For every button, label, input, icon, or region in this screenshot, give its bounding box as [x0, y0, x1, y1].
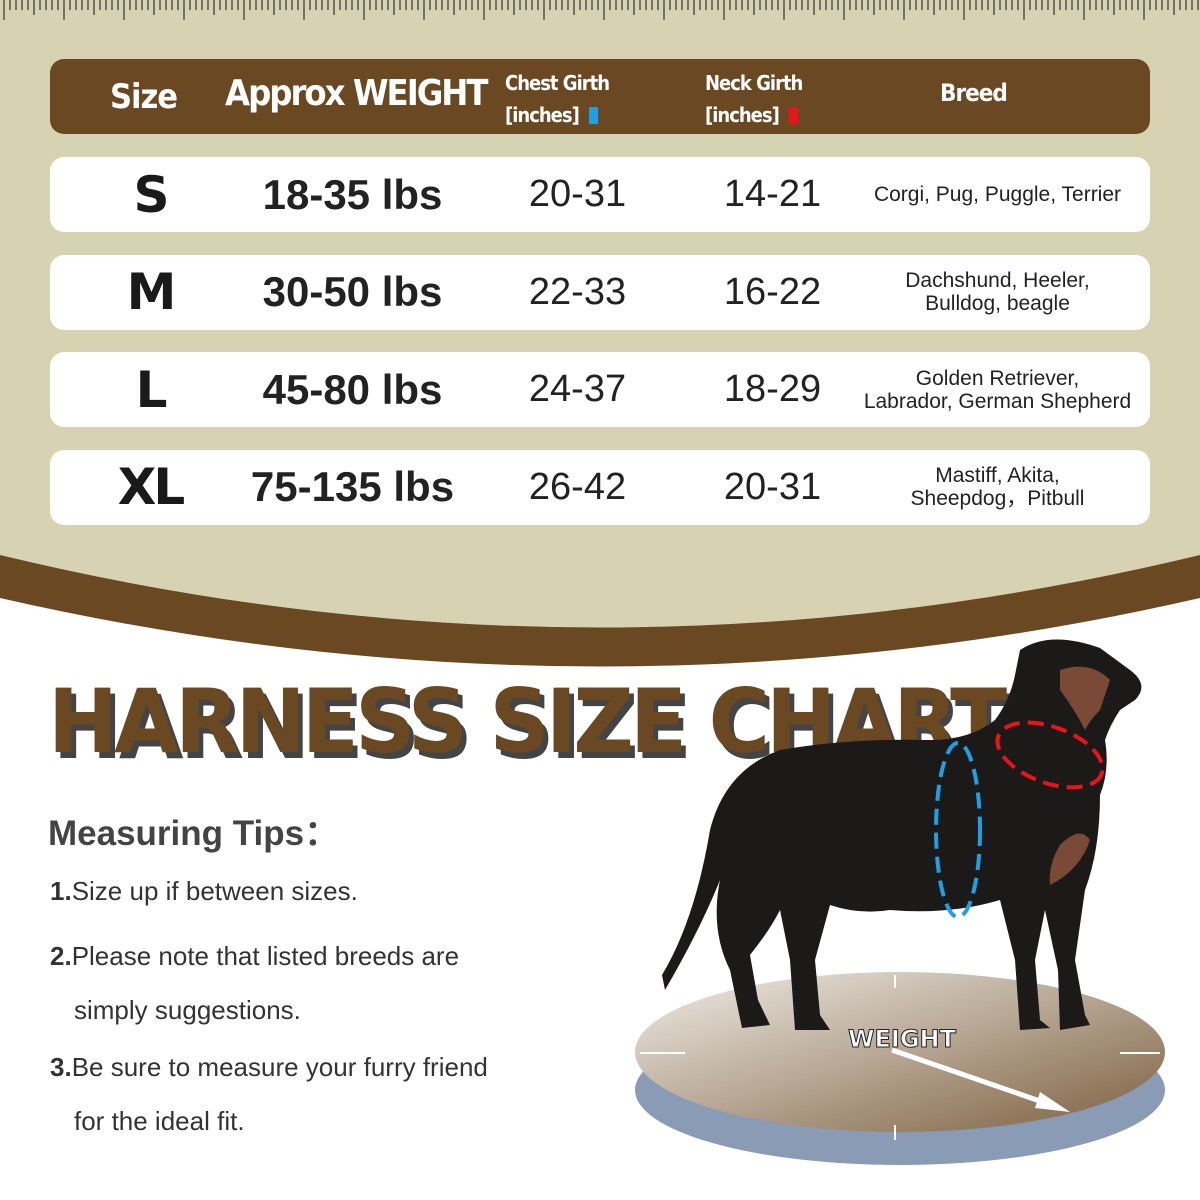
size-cell: S — [133, 165, 169, 224]
header-neck: Neck Girth [inches] — [705, 67, 803, 131]
tip-number: 3. — [50, 1052, 72, 1082]
chest-cell: 26-42 — [528, 465, 627, 508]
header-neck-line2: [inches] — [705, 103, 780, 127]
size-cell: M — [126, 263, 177, 321]
neck-cell: 16-22 — [723, 270, 822, 313]
scale-label: WEIGHT — [848, 1025, 957, 1053]
breed-cell: Corgi, Pug, Puggle, Terrier — [845, 157, 1150, 232]
table-row: S 18-35 lbs 20-31 14-21 Corgi, Pug, Pugg… — [50, 157, 1150, 232]
chest-marker-icon — [588, 107, 598, 124]
chest-cell: 22-33 — [528, 270, 627, 313]
header-chest-line2: [inches] — [505, 103, 580, 127]
weight-cell: 75-135 lbs — [250, 463, 455, 510]
tip-item: 2.Please note that listed breeds are simp… — [50, 929, 459, 1037]
breed-cell: Mastiff, Akita, Sheepdog，Pitbull — [845, 450, 1150, 525]
breed-line: Labrador, German Shepherd — [863, 389, 1132, 413]
table-header: Size Approx WEIGHT Chest Girth [inches] N… — [50, 59, 1150, 134]
neck-cell: 18-29 — [723, 368, 822, 410]
header-weight: Approx WEIGHT — [225, 73, 489, 114]
header-breed: Breed — [940, 79, 1008, 107]
size-cell: XL — [117, 458, 185, 516]
dog-on-scale-illustration: WEIGHT — [635, 639, 1165, 1165]
breed-line: Bulldog, beagle — [925, 292, 1070, 315]
breed-line: Golden Retriever, — [915, 366, 1080, 390]
weight-cell: 45-80 lbs — [262, 365, 443, 413]
breed-cell: Golden Retriever, Labrador, German Shephe… — [845, 352, 1150, 427]
header-chest-line1: Chest Girth — [505, 71, 610, 95]
breed-line: Dachshund, Heeler, — [905, 269, 1090, 292]
weight-cell: 30-50 lbs — [262, 268, 443, 315]
header-chest: Chest Girth [inches] — [505, 67, 610, 131]
weight-cell: 18-35 lbs — [262, 170, 443, 218]
header-size: Size — [110, 77, 178, 117]
breed-line: Corgi, Pug, Puggle, Terrier — [873, 183, 1122, 206]
breed-cell: Dachshund, Heeler, Bulldog, beagle — [845, 255, 1150, 330]
table-row: L 45-80 lbs 24-37 18-29 Golden Retriever… — [50, 352, 1150, 427]
tip-line: simply suggestions. — [74, 995, 301, 1025]
header-neck-line1: Neck Girth — [705, 71, 803, 95]
chest-cell: 20-31 — [528, 173, 627, 215]
breed-line: Mastiff, Akita, — [935, 464, 1060, 487]
weight-scale-icon: WEIGHT — [635, 972, 1165, 1165]
ruler-ticks — [3, 0, 1199, 20]
neck-girth-marker — [995, 720, 1105, 790]
tips-heading: Measuring Tips： — [48, 814, 340, 853]
tip-number: 1. — [50, 876, 72, 906]
chest-cell: 24-37 — [528, 368, 627, 410]
tip-line: Be sure to measure your furry friend — [71, 1052, 488, 1082]
breed-line: Sheepdog，Pitbull — [910, 487, 1085, 510]
tip-item: 3.Be sure to measure your furry friend fo… — [50, 1040, 488, 1148]
neck-cell: 14-21 — [723, 173, 822, 215]
table-row: M 30-50 lbs 22-33 16-22 Dachshund, Heele… — [50, 254, 1150, 330]
tip-number: 2. — [50, 941, 72, 971]
neck-marker-icon — [788, 107, 798, 124]
dog-silhouette-icon — [662, 639, 1142, 1030]
table-row: XL 75-135 lbs 26-42 20-31 Mastiff, Akita… — [50, 449, 1150, 525]
tip-line: for the ideal fit. — [74, 1106, 245, 1136]
tip-line: Please note that listed breeds are — [71, 941, 460, 971]
tip-item: 1.Size up if between sizes. — [50, 864, 358, 918]
chest-girth-marker — [934, 741, 982, 919]
neck-cell: 20-31 — [723, 465, 822, 508]
tip-line: Size up if between sizes. — [71, 876, 358, 906]
size-cell: L — [135, 360, 168, 419]
